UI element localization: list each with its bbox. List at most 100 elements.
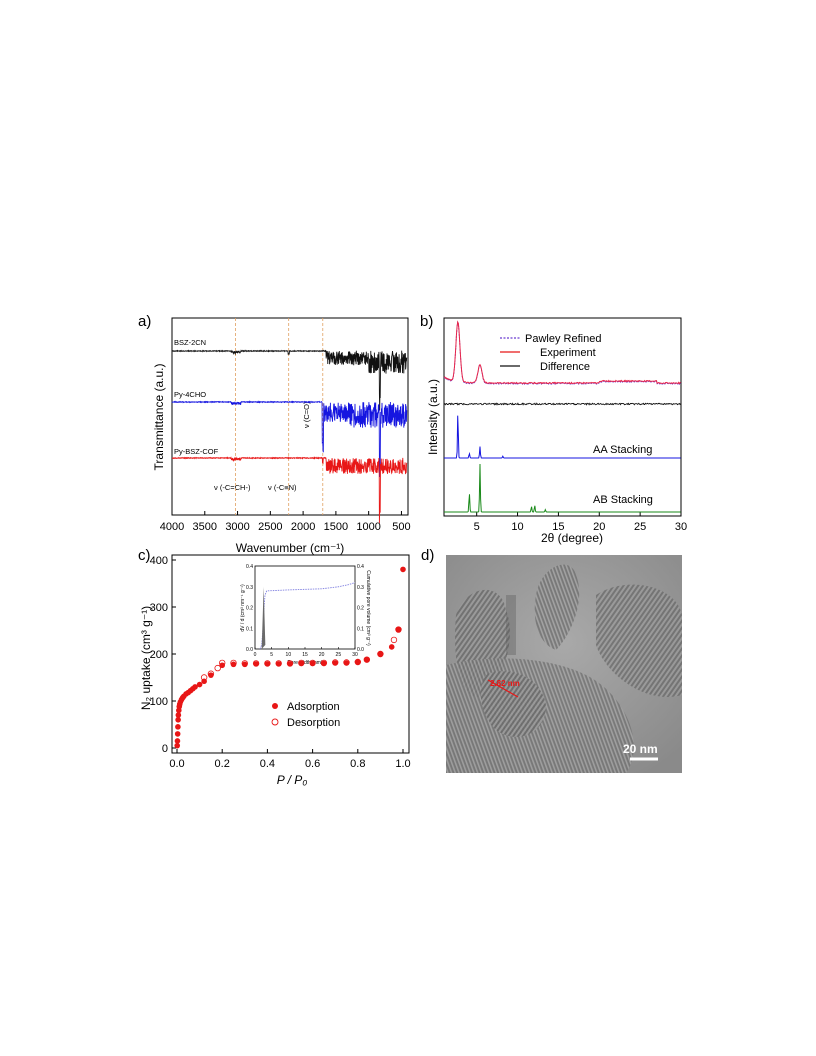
adsorption-point <box>253 661 259 667</box>
inset-y-tick-label-left: 0.2 <box>246 606 253 612</box>
legend-experiment: Experiment <box>540 347 596 359</box>
desorption-point <box>286 660 294 667</box>
inset-pore-distribution-peak <box>261 586 266 649</box>
adsorption-point <box>275 661 282 667</box>
inset-y-tick-label-left: 0.0 <box>246 647 253 653</box>
isotherm-x-tick-label: 0.2 <box>215 758 230 770</box>
ftir-series-py-bsz-cof <box>171 456 408 524</box>
desorption-point <box>363 656 371 663</box>
adsorption-point <box>388 644 395 650</box>
pxrd-tick-label: 15 <box>552 521 564 533</box>
adsorption-point <box>377 651 384 657</box>
ftir-tick-label: 3500 <box>193 521 217 533</box>
legend-difference: Difference <box>540 361 590 373</box>
adsorption-point <box>174 738 181 744</box>
adsorption-point <box>174 731 181 737</box>
desorption-point <box>200 674 208 681</box>
pxrd-series-difference <box>443 402 682 406</box>
inset-y-tick-label-left: 0.1 <box>246 626 253 632</box>
pxrd-chart: Intensity (a.u.) 2θ (degree) Pawley Refi… <box>426 317 687 545</box>
isotherm-y-tick-label: 100 <box>150 696 168 708</box>
pxrd-frame <box>443 317 682 517</box>
inset-y-tick-label-right: 0.4 <box>357 564 364 570</box>
adsorption-point <box>219 662 225 669</box>
inset-ylabel-right: Cumulative pore volume (cm³ g⁻¹) <box>365 570 371 646</box>
desorption-point <box>377 650 384 658</box>
adsorption-point <box>364 656 370 663</box>
desorption-point <box>230 659 237 667</box>
tem-image: 2.82 nm 20 nm <box>446 555 682 773</box>
adsorption-point <box>174 742 181 749</box>
tem-particle-right <box>596 584 682 697</box>
inset-x-tick-label: 0 <box>254 652 257 658</box>
desorption-point <box>320 659 328 667</box>
isotherm-xlabel: P / P₀ <box>277 773 308 787</box>
tem-spacing-label: 2.82 nm <box>490 679 520 688</box>
pxrd-tick-label: 5 <box>474 521 480 533</box>
adsorption-point <box>175 717 181 723</box>
panel-a-label: a) <box>138 313 151 330</box>
ftir-ylabel: Transmittance (a.u.) <box>152 364 166 471</box>
isotherm-x-tick-label: 0.0 <box>169 758 184 770</box>
desorption-point <box>275 660 282 667</box>
pxrd-xlabel: 2θ (degree) <box>541 531 603 545</box>
panel-c-label: c) <box>138 547 151 564</box>
ftir-chart: Transmittance (a.u.) Wavenumber (cm⁻¹) B… <box>152 317 411 555</box>
ftir-tick-label: 1500 <box>324 521 348 533</box>
desorption-point <box>354 658 361 666</box>
tem-particle-center <box>480 671 546 737</box>
pxrd-tick-label: 20 <box>593 521 605 533</box>
adsorption-point <box>175 724 181 730</box>
tem-spacing-marker <box>487 679 519 698</box>
label-aa-stacking: AA Stacking <box>593 444 652 456</box>
ftir-frame <box>171 317 409 516</box>
isotherm-y-tick-label: 200 <box>150 649 168 661</box>
isotherm-x-tick-label: 0.4 <box>260 758 275 770</box>
pxrd-series-ab-stacking <box>444 463 681 513</box>
inset-x-tick-label: 15 <box>302 652 308 658</box>
desorption-point <box>218 659 226 667</box>
panel-b-label: b) <box>420 313 433 330</box>
adsorption-point <box>400 566 406 573</box>
adsorption-point <box>298 660 305 667</box>
adsorption-point <box>192 684 198 690</box>
ftir-series-py-4cho <box>171 400 408 478</box>
isotherm-chart: N₂ uptake (cm³ g⁻¹) P / P₀ Adsorption De… <box>139 554 411 787</box>
desorption-point <box>390 636 398 644</box>
adsorption-point <box>321 660 327 667</box>
inset-y-tick-label-right: 0.2 <box>357 606 364 612</box>
pore-size-inset: Pore width (nm) dV / d (cm³ nm⁻¹ g⁻¹) Cu… <box>240 564 371 666</box>
inset-xlabel: Pore width (nm) <box>287 660 323 666</box>
adsorption-point <box>264 661 271 667</box>
isotherm-x-tick-label: 1.0 <box>395 758 410 770</box>
inset-x-tick-label: 25 <box>336 652 342 658</box>
tem-dark-gap <box>506 595 516 655</box>
series-label-py-bsz-cof: Py-BSZ-COF <box>174 447 219 456</box>
pxrd-ylabel: Intensity (a.u.) <box>426 379 440 455</box>
tem-particle-top <box>534 564 580 650</box>
ftir-series-bsz-2cn <box>171 349 408 411</box>
ftir-tick-label: 4000 <box>160 521 184 533</box>
adsorption-point <box>355 659 361 665</box>
desorption-point <box>309 659 316 667</box>
isotherm-x-tick-label: 0.8 <box>350 758 365 770</box>
inset-x-tick-label: 10 <box>286 652 292 658</box>
panel-d-label: d) <box>421 547 434 564</box>
ftir-tick-label: 500 <box>392 521 410 533</box>
inset-y-tick-label-left: 0.3 <box>246 585 253 591</box>
inset-x-tick-label: 5 <box>270 652 273 658</box>
annotation-cn: ν (-C≡N) <box>268 483 297 492</box>
ftir-xlabel: Wavenumber (cm⁻¹) <box>236 541 345 555</box>
series-label-bsz-2cn: BSZ-2CN <box>174 338 206 347</box>
inset-frame <box>254 565 356 650</box>
desorption-point <box>252 660 260 667</box>
adsorption-point <box>343 660 350 666</box>
ftir-tick-label: 1000 <box>356 521 380 533</box>
isotherm-ylabel: N₂ uptake (cm³ g⁻¹) <box>139 606 153 710</box>
isotherm-x-tick-label: 0.6 <box>305 758 320 770</box>
desorption-point <box>264 660 271 667</box>
pxrd-tick-label: 25 <box>634 521 646 533</box>
legend-adsorption: Adsorption <box>287 701 340 713</box>
legend-pawley: Pawley Refined <box>525 333 601 345</box>
